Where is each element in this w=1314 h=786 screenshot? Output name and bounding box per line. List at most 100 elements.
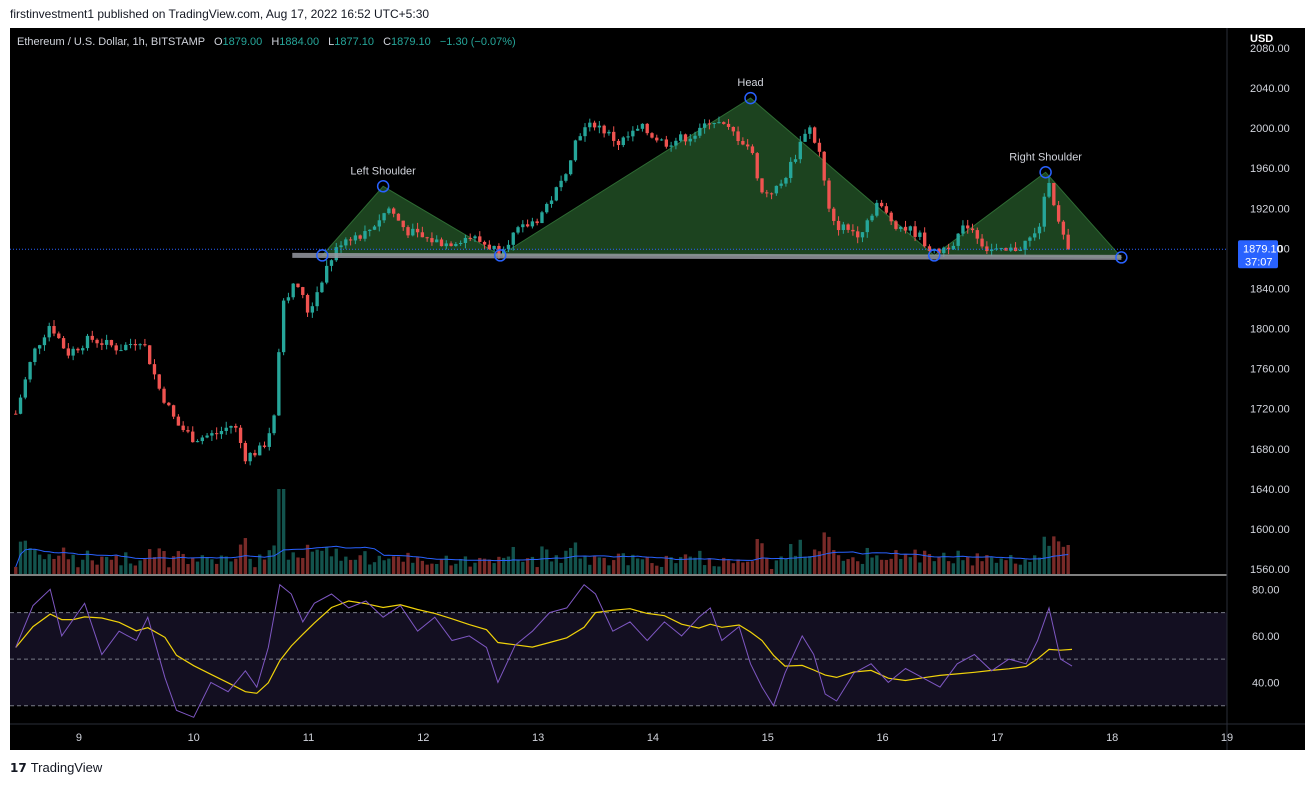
candle-body [463, 237, 468, 243]
volume-bar [511, 546, 515, 574]
candle-body [344, 239, 348, 246]
legend-symbol: Ethereum / U.S. Dollar, 1h, BITSTAMP [17, 36, 205, 48]
tradingview-logo[interactable]: 17 TradingView [10, 760, 102, 775]
volume-bar [301, 557, 305, 574]
volume-bar [975, 553, 979, 574]
right-shoulder-triangle [932, 171, 1123, 258]
price-pane[interactable]: Left Shoulder Head Right Shoulder Ethere… [10, 36, 1227, 574]
candle-body [803, 133, 807, 142]
volume-bar [731, 563, 735, 574]
volume-bar [334, 548, 338, 574]
candle-body [693, 135, 697, 139]
price-tick-label: 2040.00 [1250, 83, 1290, 95]
volume-bar [425, 564, 429, 574]
volume-bar [1037, 557, 1042, 574]
volume-bar [420, 560, 425, 574]
volume-bar [411, 562, 415, 574]
volume-bar [71, 554, 75, 574]
volume-bar [148, 549, 152, 574]
volume-bar [468, 566, 472, 574]
candle-body [444, 243, 448, 247]
volume-bar [956, 550, 960, 574]
time-tick-label: 19 [1221, 732, 1233, 744]
candle-body [664, 139, 669, 147]
candle-body [927, 246, 932, 251]
candle-body [363, 231, 367, 239]
candle-body [889, 212, 893, 222]
volume-bar [989, 557, 994, 574]
candle-body [856, 231, 860, 238]
volume-bar [894, 550, 898, 574]
candles [14, 116, 1070, 466]
volume-bar [391, 556, 396, 574]
volume-bar [277, 489, 281, 574]
volume-bar [607, 565, 611, 574]
candle-body [908, 226, 912, 231]
volume-bar [889, 558, 893, 574]
candle-body [870, 215, 874, 221]
volume-bar [789, 544, 793, 574]
candle-body [631, 130, 635, 137]
candle-body [621, 137, 625, 146]
candle-body [253, 452, 257, 456]
volume-bar [592, 555, 597, 574]
volume-bar [320, 550, 324, 574]
volume-bar [540, 546, 544, 574]
candle-body [90, 335, 94, 340]
volume-bar [693, 557, 697, 574]
volume-bar [248, 558, 252, 574]
candle-body [205, 435, 209, 438]
legend-high-label: H [271, 36, 279, 48]
left-shoulder-label: Left Shoulder [350, 165, 416, 177]
volume-bar [128, 563, 133, 574]
volume-bar [267, 550, 271, 574]
volume-bar [138, 560, 142, 574]
volume-bar [133, 565, 138, 574]
volume-bar [664, 555, 669, 574]
candle-body [473, 236, 477, 239]
chart-frame[interactable]: Left Shoulder Head Right Shoulder Ethere… [10, 28, 1305, 750]
time-tick-label: 17 [991, 732, 1003, 744]
candle-body [301, 287, 305, 295]
candle-body [258, 445, 262, 456]
volume-bar [33, 549, 37, 574]
volume-bar [851, 557, 855, 574]
candle-body [602, 125, 606, 134]
volume-bar [688, 556, 692, 574]
volume-bar [325, 547, 329, 574]
time-tick-label: 9 [76, 732, 82, 744]
candle-body [922, 232, 927, 247]
rsi-pane[interactable] [10, 583, 1227, 718]
candle-body [626, 136, 630, 138]
time-scale[interactable]: 9 10 11 12 13 14 15 16 17 18 19 [10, 723, 1305, 744]
candle-body [458, 242, 463, 245]
volume-bar [812, 549, 817, 574]
candle-body [37, 345, 42, 349]
head-and-shoulders-pattern [321, 97, 1123, 258]
volume-bar [631, 554, 635, 574]
price-scale[interactable]: USD 2080.00 2040.00 2000.00 1960.00 1920.00 1… [1226, 28, 1290, 750]
candle-body [592, 122, 597, 128]
pattern-markers [316, 91, 1128, 264]
candle-body [525, 224, 530, 227]
volume-bar [143, 558, 147, 574]
candle-body [195, 441, 200, 443]
candle-body [162, 388, 166, 403]
volume-bar [430, 563, 434, 574]
candle-body [171, 405, 176, 417]
volume-bar [970, 565, 975, 574]
volume-bar [683, 554, 688, 574]
candle-body [104, 339, 109, 345]
candle-body [315, 292, 319, 307]
volume-bar [1009, 555, 1013, 574]
volume-bar [382, 560, 386, 574]
pattern-labels: Left Shoulder Head Right Shoulder [350, 77, 1082, 177]
candle-body [951, 245, 956, 250]
chart-svg[interactable]: Left Shoulder Head Right Shoulder Ethere… [10, 28, 1305, 750]
candle-body [994, 248, 999, 250]
volume-bar [951, 563, 956, 574]
candle-body [521, 224, 525, 228]
volume-bar [712, 566, 716, 574]
volume-bar [803, 557, 807, 574]
candle-body [114, 345, 118, 351]
